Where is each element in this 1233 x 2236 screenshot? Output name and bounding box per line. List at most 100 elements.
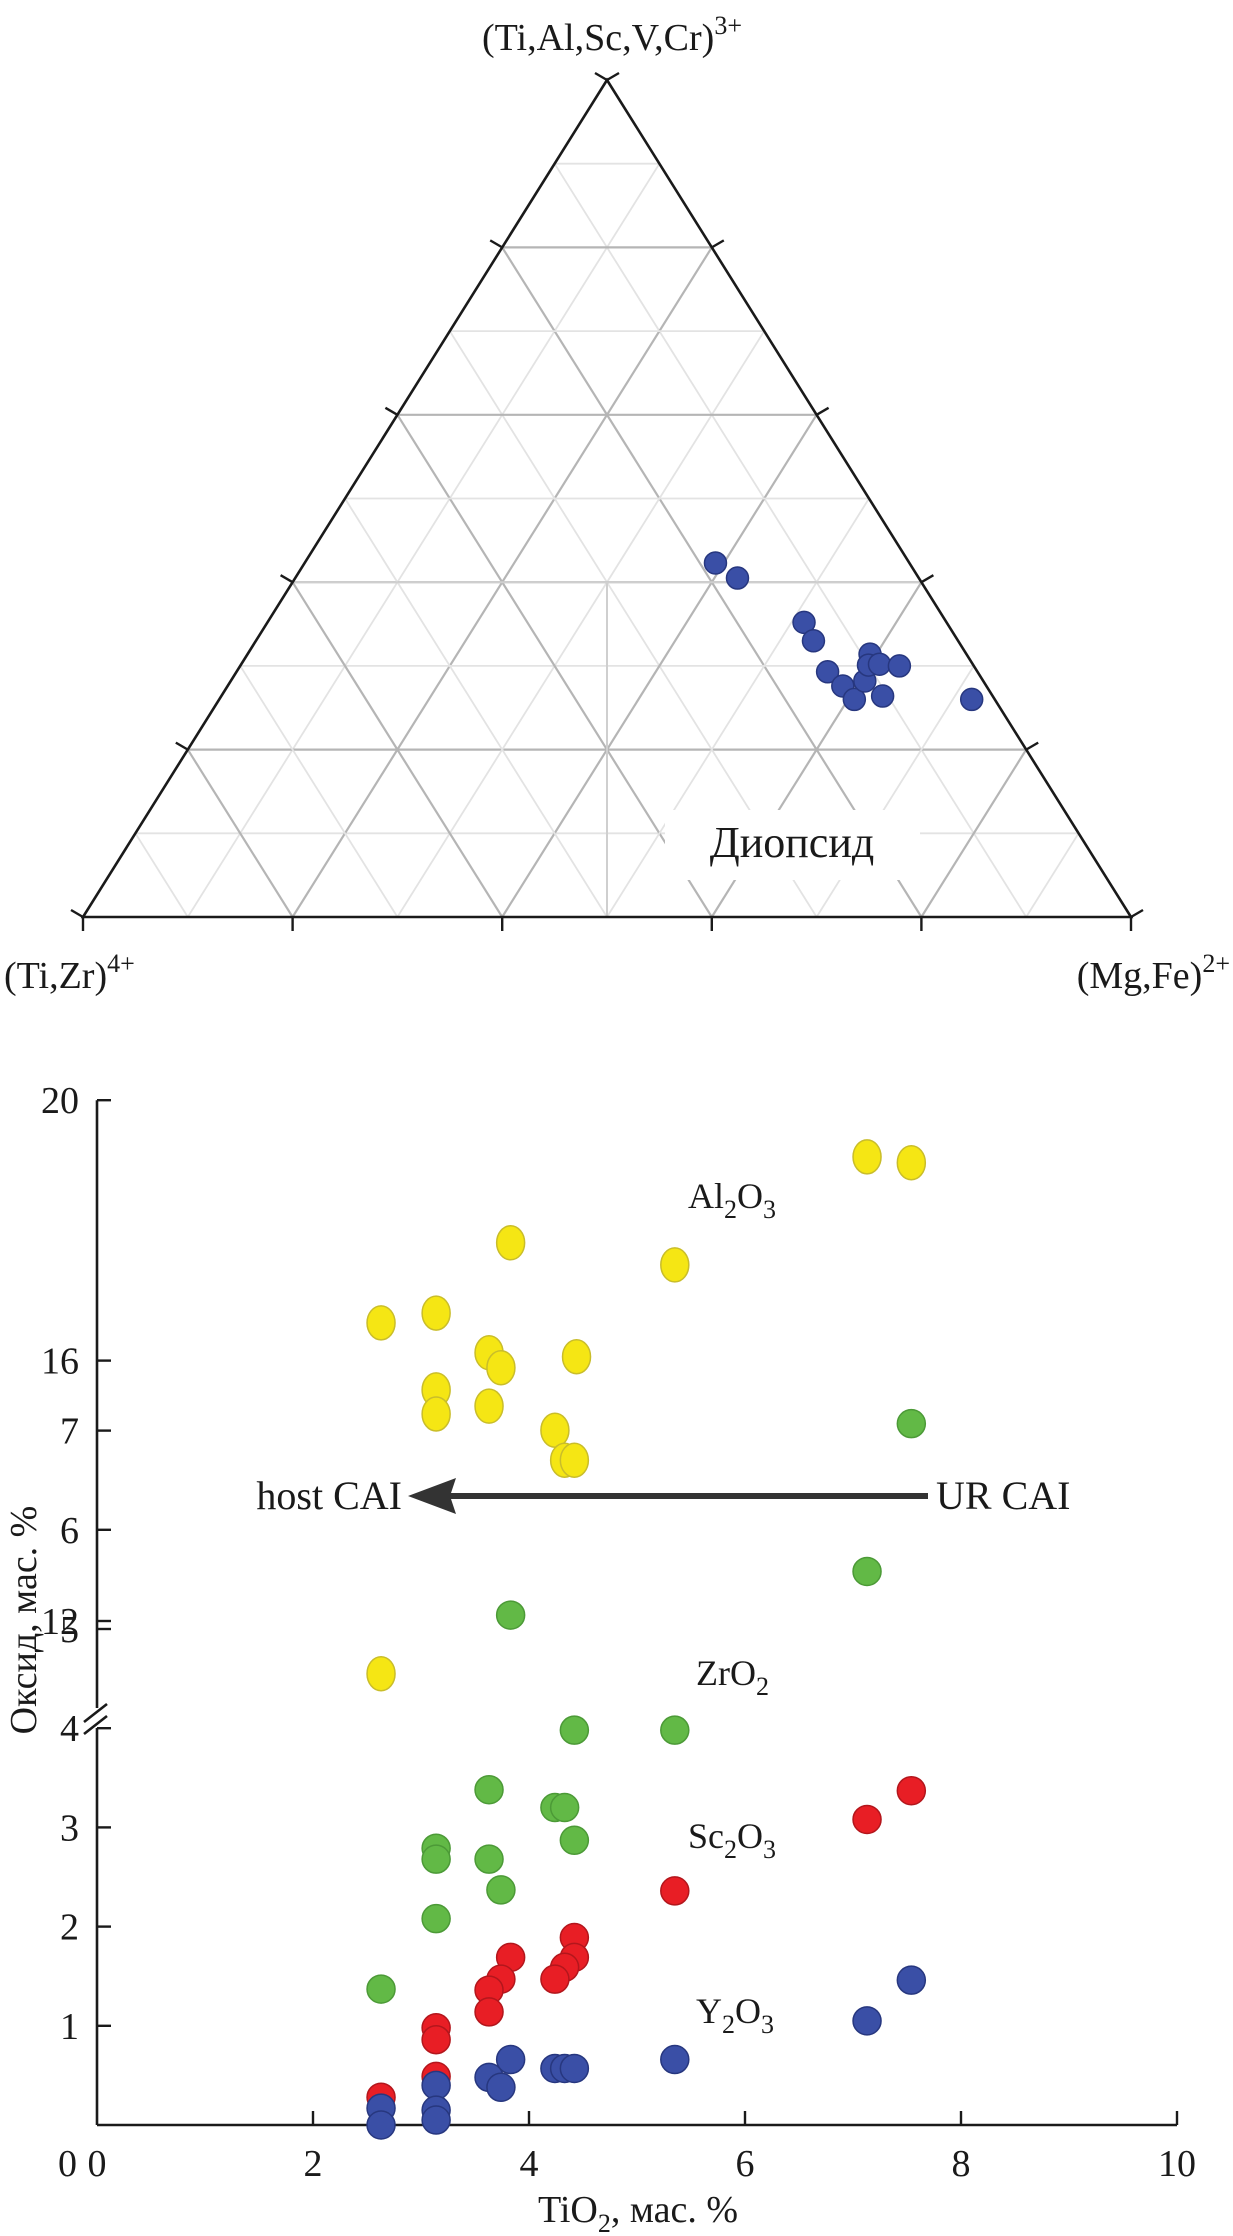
series-label-zro2: ZrO2 xyxy=(696,1653,769,1701)
label-part: ZrO xyxy=(696,1653,756,1693)
ternary-data-point xyxy=(842,687,867,712)
data-point xyxy=(366,1305,396,1341)
data-point xyxy=(421,2070,451,2101)
ternary-axes xyxy=(70,71,1144,931)
apex-label-left-sup: 4+ xyxy=(107,949,135,978)
y-tick-label: 1 xyxy=(60,2006,79,2048)
trend-arrow xyxy=(408,1478,928,1514)
ternary-region-boundaries xyxy=(292,581,922,917)
apex-label-right-sup: 2+ xyxy=(1202,949,1230,978)
ternary-data-point xyxy=(725,566,750,590)
region-label-background xyxy=(665,810,920,880)
data-point xyxy=(366,1974,396,2004)
data-point xyxy=(421,1844,451,1874)
y-tick-label: 16 xyxy=(41,1341,79,1383)
label-sub: 2 xyxy=(724,1835,737,1864)
label-sub: 3 xyxy=(761,2010,774,2039)
data-point xyxy=(559,1825,590,1856)
right-edge-tick xyxy=(920,574,935,584)
data-point xyxy=(421,2105,451,2135)
left-edge-tick xyxy=(594,71,608,82)
data-point xyxy=(660,1876,690,1906)
scatter-axes xyxy=(83,1098,1179,2127)
label-part: Y xyxy=(696,1991,722,2031)
data-point xyxy=(421,2024,451,2055)
y-tick-label: 4 xyxy=(60,1708,79,1750)
axis-break-mark xyxy=(83,1702,108,1724)
left-edge-tick xyxy=(70,908,84,919)
ternary-data-point xyxy=(815,660,840,684)
ternary-data-point xyxy=(867,652,892,676)
data-point xyxy=(896,1965,927,1995)
grid-line-left xyxy=(239,665,399,918)
grid-line-left xyxy=(553,163,1027,918)
data-point xyxy=(366,1655,396,1692)
data-point xyxy=(474,1844,504,1874)
data-point xyxy=(852,2006,882,2036)
trend-arrow-head xyxy=(408,1478,456,1514)
data-point xyxy=(495,2044,526,2075)
data-point xyxy=(495,1225,526,1261)
label-part: O xyxy=(735,1991,761,2031)
data-point xyxy=(540,1964,570,1994)
data-point xyxy=(561,1338,592,1375)
left-edge-tick xyxy=(279,574,294,584)
ternary-data-point xyxy=(887,654,912,678)
label-sub: 2 xyxy=(722,2010,735,2039)
series-sc2o3 xyxy=(366,1775,927,2112)
data-point xyxy=(486,2072,516,2103)
x-tick-label: 2 xyxy=(304,2143,323,2185)
ternary-diagram: Диопсид (Ti,Al,Sc,V,Cr)3+ (Ti,Zr)4+ (Mg,… xyxy=(4,11,1230,997)
y-tick-label-zero: 0 xyxy=(58,2143,77,2185)
region-label-diopside: Диопсид xyxy=(710,818,875,867)
grid-line-left xyxy=(134,832,189,918)
right-edge-tick xyxy=(1025,741,1039,751)
data-point xyxy=(474,1774,504,1805)
grid-line-right xyxy=(920,749,1028,918)
data-point xyxy=(660,1715,690,1745)
data-point xyxy=(474,1388,504,1424)
data-point xyxy=(495,1600,526,1630)
x-tick-label: 10 xyxy=(1158,2143,1196,2185)
data-point xyxy=(540,1412,570,1449)
data-point xyxy=(421,1396,451,1432)
label-part: Sc xyxy=(688,1816,724,1856)
grid-line-right xyxy=(606,498,870,918)
data-point xyxy=(660,1247,690,1283)
right-edge-tick xyxy=(815,406,830,416)
data-point xyxy=(421,1903,451,1934)
ternary-data-point xyxy=(703,551,728,575)
label-sub: 3 xyxy=(763,1195,776,1224)
apex-label-top-base: (Ti,Al,Sc,V,Cr) xyxy=(482,17,714,59)
data-point xyxy=(486,1875,516,1905)
label-sub: 2 xyxy=(724,1195,737,1224)
ternary-data-point xyxy=(792,610,816,635)
y-tick-label: 7 xyxy=(60,1411,79,1453)
data-point xyxy=(486,1350,516,1386)
ternary-data-point xyxy=(959,687,984,712)
grid-line-left xyxy=(186,749,294,918)
ternary-data-point xyxy=(870,684,895,708)
data-point xyxy=(559,1715,590,1745)
apex-label-left: (Ti,Zr)4+ xyxy=(4,949,135,997)
arrow-label-ur-cai: UR CAI xyxy=(936,1473,1070,1518)
x-tick-label: 0 xyxy=(88,2143,107,2185)
y-tick-label: 5 xyxy=(60,1609,79,1651)
series-label-y2o3: Y2O3 xyxy=(696,1991,774,2039)
ternary-data-point xyxy=(801,629,826,653)
data-point xyxy=(660,2044,690,2075)
data-point xyxy=(896,1144,927,1181)
series-label-sc2o3: Sc2O3 xyxy=(688,1816,776,1864)
data-point xyxy=(896,1408,927,1439)
data-point xyxy=(559,2053,590,2084)
data-point xyxy=(852,1139,882,1175)
data-point xyxy=(549,1792,580,1823)
x-axis-label-base: TiO xyxy=(538,2189,598,2231)
data-point xyxy=(474,1997,504,2027)
apex-label-top-sup: 3+ xyxy=(714,11,742,40)
apex-label-left-base: (Ti,Zr) xyxy=(4,955,107,997)
y-tick-label: 12 xyxy=(41,1601,79,1643)
